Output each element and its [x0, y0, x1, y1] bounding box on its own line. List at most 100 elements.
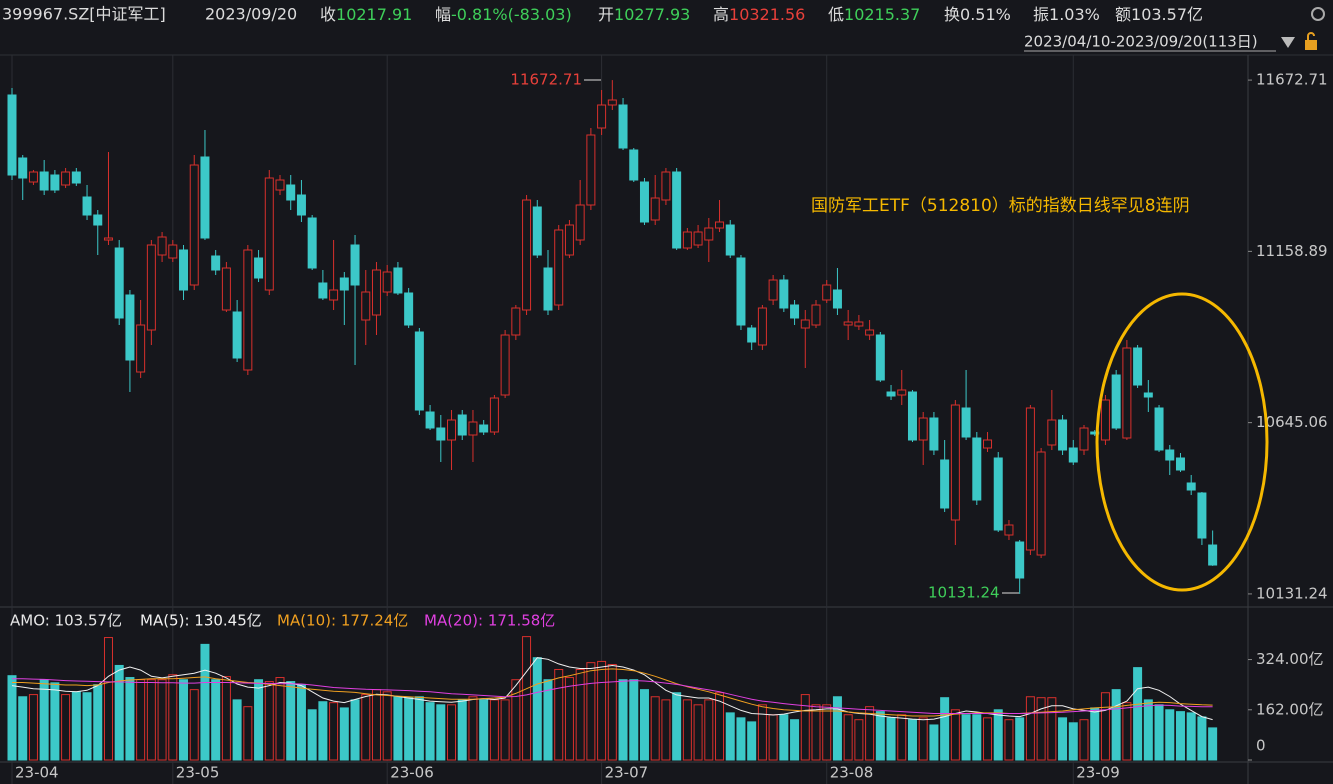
candle-body — [607, 99, 617, 106]
candle-body — [779, 279, 789, 309]
candle-body — [18, 157, 28, 179]
candle-body — [136, 324, 146, 373]
candle-body — [286, 184, 296, 201]
volume-bar — [843, 714, 853, 761]
candle-body — [854, 321, 864, 327]
volume-bar — [329, 702, 339, 761]
volume-bar — [1175, 711, 1185, 761]
lock-icon[interactable] — [1305, 40, 1317, 50]
volume-bar — [1208, 727, 1218, 761]
volume-bar — [200, 643, 210, 761]
volume-bar — [554, 668, 564, 761]
candle-body — [575, 204, 585, 241]
field-label: 幅 — [435, 5, 451, 24]
volume-bar — [103, 637, 113, 761]
field-label: 高 — [713, 5, 729, 24]
volume-bar — [1197, 716, 1207, 761]
volume-bar — [361, 694, 371, 761]
candle-body — [511, 307, 521, 336]
candle-body — [382, 271, 392, 293]
volume-bar — [1165, 709, 1175, 761]
volume-bar — [832, 696, 842, 761]
volume-bar — [114, 664, 124, 761]
candle-body — [725, 224, 735, 256]
candle-body — [715, 221, 725, 229]
volume-bar — [661, 699, 671, 761]
candle-body — [865, 329, 875, 336]
candle-body — [1047, 419, 1057, 446]
volume-bar — [1047, 697, 1057, 761]
volume-bar — [543, 679, 553, 761]
field-value: 103.57亿 — [1131, 5, 1203, 24]
candle-body — [414, 331, 424, 411]
quote-field: 低10215.37 — [828, 5, 920, 24]
candle-body — [1197, 492, 1207, 539]
candle-body — [61, 171, 71, 186]
volume-bar — [607, 664, 617, 761]
field-label: 收 — [320, 5, 336, 24]
candle-body — [436, 427, 446, 441]
x-tick-label: 23-08 — [830, 764, 874, 782]
date-range[interactable]: 2023/04/10-2023/09/20(113日) — [1024, 33, 1258, 51]
y-tick-label: 11158.89 — [1256, 242, 1328, 260]
settings-icon[interactable] — [1311, 7, 1325, 21]
volume-bar — [865, 706, 875, 761]
field-value: -0.81%(-83.03) — [451, 5, 572, 24]
candle-body — [564, 224, 574, 256]
candle-body — [597, 104, 607, 129]
quote-date: 2023/09/20 — [205, 5, 297, 24]
volume-bar — [983, 717, 993, 761]
volume-bar — [436, 704, 446, 761]
candle-body — [639, 181, 649, 223]
x-tick-label: 23-06 — [390, 764, 434, 782]
volume-bar — [71, 691, 81, 761]
volume-bar — [790, 719, 800, 761]
candle-body — [704, 227, 714, 241]
candle-body — [350, 244, 360, 286]
volume-bar — [232, 699, 242, 761]
candle-body — [843, 321, 853, 326]
volume-bar — [1122, 702, 1132, 761]
candle-body — [361, 291, 371, 321]
volume-bar — [779, 714, 789, 761]
candle-body — [1154, 407, 1164, 451]
volume-bar — [639, 689, 649, 761]
volume-bar — [704, 699, 714, 761]
candle-body — [1058, 419, 1068, 451]
candle-body — [7, 94, 17, 176]
candle-body — [447, 419, 457, 441]
volume-bar — [875, 711, 885, 761]
candle-body — [1165, 449, 1175, 461]
candle-body — [318, 282, 328, 299]
candle-body — [790, 304, 800, 319]
candle-body — [940, 459, 950, 509]
volume-bar — [275, 677, 285, 761]
min-price-label: 10131.24 — [928, 584, 1000, 602]
volume-bar — [672, 692, 682, 761]
candle-body — [28, 171, 38, 183]
candle-body — [554, 229, 564, 306]
volume-bar — [629, 679, 639, 761]
volume-bar — [1004, 719, 1014, 761]
dropdown-arrow[interactable] — [1281, 37, 1295, 48]
candle-body — [907, 391, 917, 441]
volume-bar — [757, 704, 767, 761]
x-tick-label: 23-09 — [1076, 764, 1120, 782]
candle-body — [832, 289, 842, 309]
candle-body — [329, 289, 339, 301]
candle-body — [897, 389, 907, 396]
volume-panel: 324.00亿 162.00亿 0 — [7, 636, 1324, 761]
volume-bar — [682, 699, 692, 761]
candle-body — [1100, 399, 1110, 441]
candle-body — [682, 231, 692, 249]
quote-field: 高10321.56 — [713, 5, 805, 24]
field-value: 10277.93 — [614, 5, 690, 24]
candle-body — [71, 171, 81, 184]
candle-body — [393, 267, 403, 294]
volume-bar — [575, 668, 585, 761]
volume-bar — [1186, 712, 1196, 761]
x-tick-label: 23-07 — [605, 764, 649, 782]
volume-bar — [146, 679, 156, 761]
candle-body — [50, 174, 60, 191]
volume-bar — [307, 709, 317, 761]
